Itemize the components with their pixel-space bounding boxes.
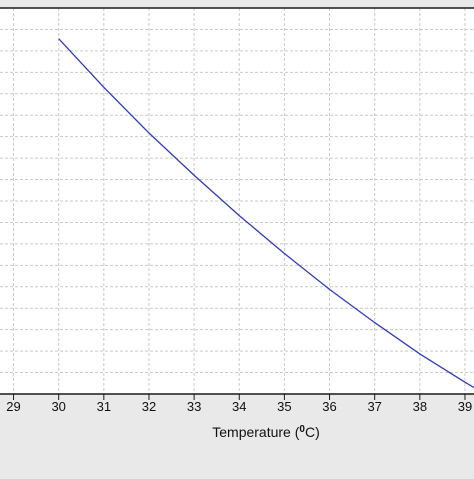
- x-tick-label: 35: [277, 399, 291, 414]
- x-tick-label: 29: [6, 399, 20, 414]
- series-layer: [58, 38, 474, 389]
- x-tick-label: 33: [187, 399, 201, 414]
- x-tick-label: 31: [97, 399, 111, 414]
- x-tick-label: 34: [232, 399, 246, 414]
- x-tick-label: 39: [458, 399, 472, 414]
- x-tick-label: 32: [142, 399, 156, 414]
- x-tick-label: 30: [51, 399, 65, 414]
- x-tick-label: 36: [322, 399, 336, 414]
- x-tick-label: 38: [413, 399, 427, 414]
- series-line: [58, 38, 474, 389]
- gridlines: [0, 8, 474, 394]
- x-axis-title: Temperature (0C): [212, 424, 320, 440]
- x-axis-ticks: 29 30 31 32 33 34 35 36 37 38 39: [6, 394, 472, 414]
- x-tick-label: 37: [367, 399, 381, 414]
